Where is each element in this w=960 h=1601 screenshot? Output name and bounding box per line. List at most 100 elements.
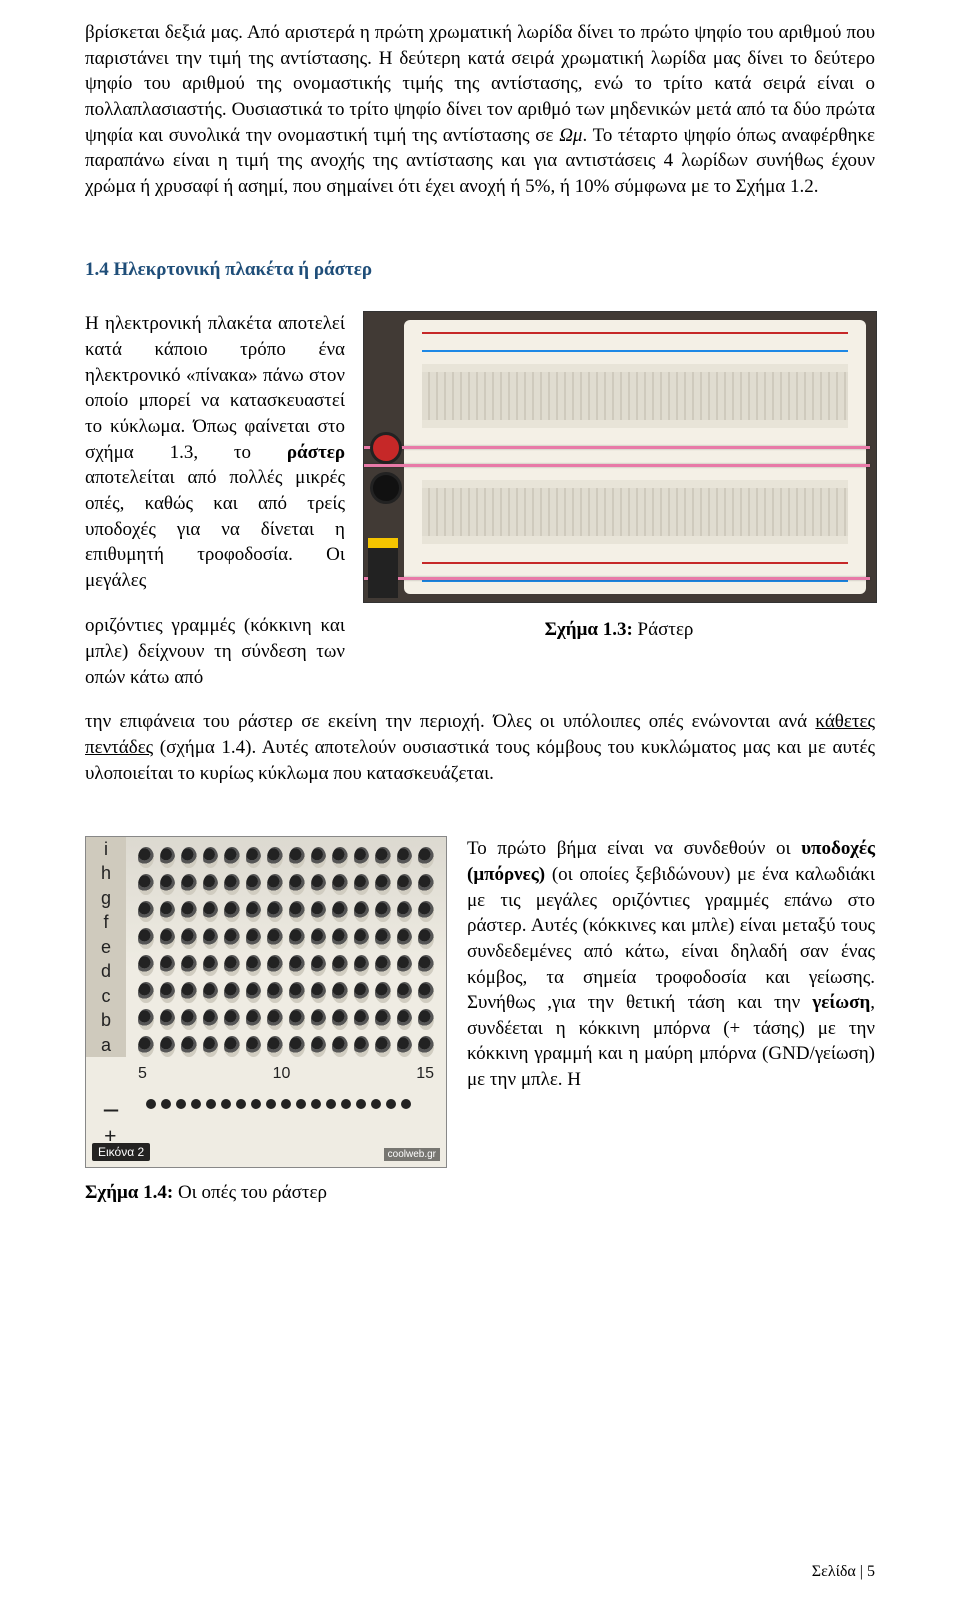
- jumper-wire: [364, 446, 870, 449]
- tie-point-hole: [224, 955, 240, 976]
- right-text-2: (οι οποίες ξεβιδώνουν) με ένα καλωδιάκι …: [467, 864, 875, 1013]
- tie-point-hole: [289, 928, 305, 949]
- tie-point-hole: [224, 982, 240, 1003]
- tie-point-hole: [332, 928, 348, 949]
- tie-point-hole: [332, 1009, 348, 1030]
- tie-point-hole: [289, 1009, 305, 1030]
- row-letter: g: [101, 888, 111, 909]
- figure-1-3-left-text: Η ηλεκτρονική πλακέτα αποτελεί κατά κάπο…: [85, 311, 345, 593]
- tie-point-hole: [181, 1036, 197, 1057]
- tie-point-hole: [354, 874, 370, 895]
- tie-point-hole: [203, 955, 219, 976]
- tie-point-hole: [160, 1036, 176, 1057]
- intro-unit: Ωμ: [559, 125, 582, 146]
- bus-hole: [221, 1099, 231, 1109]
- tie-point-hole: [203, 847, 219, 868]
- figure-1-3-row: Η ηλεκτρονική πλακέτα αποτελεί κατά κάπο…: [85, 311, 875, 603]
- tie-point-hole: [375, 847, 391, 868]
- bus-hole: [191, 1099, 201, 1109]
- tie-point-hole: [138, 1036, 154, 1057]
- tie-point-hole: [181, 955, 197, 976]
- tie-point-hole: [267, 1036, 283, 1057]
- figure-1-4-row: i h g f e d c b a 5 10 15 – +: [85, 836, 875, 1204]
- tie-point-hole: [246, 901, 262, 922]
- page-footer: Σελίδα | 5: [812, 1563, 875, 1581]
- tie-point-hole: [332, 955, 348, 976]
- row-letter: f: [103, 912, 108, 933]
- binding-post-red: [370, 432, 402, 464]
- intro-paragraph: βρίσκεται δεξιά μας. Από αριστερά η πρώτ…: [85, 20, 875, 199]
- tie-point-hole: [418, 928, 434, 949]
- tie-point-hole: [181, 874, 197, 895]
- tie-point-hole: [375, 928, 391, 949]
- tie-point-hole: [375, 1036, 391, 1057]
- bus-hole: [401, 1099, 411, 1109]
- power-rail-red: [422, 332, 847, 334]
- figure-1-4-caption: Σχήμα 1.4: Οι οπές του ράστερ: [85, 1182, 447, 1204]
- breadboard-figure: [363, 311, 877, 603]
- breadboard-body: [404, 320, 866, 594]
- bus-hole: [386, 1099, 396, 1109]
- tie-point-hole: [397, 901, 413, 922]
- tie-point-hole: [332, 874, 348, 895]
- bus-strip: [96, 1099, 436, 1115]
- figure-1-3-caption-row: οριζόντιες γραμμές (κόκκινη και μπλε) δε…: [85, 613, 875, 690]
- figure-1-3-label: Σχήμα 1.3:: [545, 619, 633, 640]
- tie-point-hole: [203, 874, 219, 895]
- tie-point-hole: [138, 847, 154, 868]
- tie-point-hole: [160, 847, 176, 868]
- tie-point-hole: [375, 955, 391, 976]
- tie-point-hole: [418, 982, 434, 1003]
- tie-point-hole: [246, 1009, 262, 1030]
- tie-point-hole: [267, 928, 283, 949]
- tie-point-hole: [138, 982, 154, 1003]
- tie-point-hole: [397, 928, 413, 949]
- figure-1-4-wrap: i h g f e d c b a 5 10 15 – +: [85, 836, 447, 1204]
- tie-point-hole: [224, 874, 240, 895]
- bus-hole: [371, 1099, 381, 1109]
- power-rail-blue: [422, 580, 847, 582]
- tie-point-hole: [224, 1036, 240, 1057]
- row-letter: c: [102, 986, 111, 1007]
- right-text-bold-2: γείωση: [812, 992, 870, 1013]
- tie-point-hole: [224, 901, 240, 922]
- figure-1-3-image-wrap: [363, 311, 875, 603]
- tie-point-hole: [397, 847, 413, 868]
- tie-point-hole: [160, 928, 176, 949]
- tie-point-hole: [332, 901, 348, 922]
- tie-point-hole: [375, 901, 391, 922]
- tie-point-hole: [181, 1009, 197, 1030]
- breadboard-detail-figure: i h g f e d c b a 5 10 15 – +: [85, 836, 447, 1168]
- tie-point-hole: [138, 874, 154, 895]
- tie-point-hole: [246, 874, 262, 895]
- figure-1-4-title: Οι οπές του ράστερ: [173, 1182, 327, 1203]
- bus-hole: [146, 1099, 156, 1109]
- bus-hole: [311, 1099, 321, 1109]
- row-letter: h: [101, 863, 111, 884]
- tie-point-hole: [354, 982, 370, 1003]
- tie-point-hole: [138, 955, 154, 976]
- power-rail-blue: [422, 350, 847, 352]
- tie-point-hole: [160, 901, 176, 922]
- after-img-2: (σχήμα 1.4). Αυτές αποτελούν ουσιαστικά …: [85, 737, 875, 784]
- tie-point-hole: [418, 847, 434, 868]
- hole-grid: [132, 841, 440, 1063]
- bus-hole: [296, 1099, 306, 1109]
- bus-hole: [161, 1099, 171, 1109]
- tie-point-hole: [332, 982, 348, 1003]
- bus-hole: [341, 1099, 351, 1109]
- tie-point-hole: [181, 928, 197, 949]
- tie-point-hole: [181, 982, 197, 1003]
- after-figure-paragraph: την επιφάνεια του ράστερ σε εκείνη την π…: [85, 709, 875, 786]
- image-watermark: coolweb.gr: [384, 1148, 440, 1161]
- col-number: 10: [273, 1065, 291, 1083]
- left-para-2: αποτελείται από πολλές μικρές οπές, καθώ…: [85, 467, 345, 591]
- tie-point-hole: [397, 955, 413, 976]
- jumper-wire: [364, 464, 870, 467]
- tie-point-hole: [267, 1009, 283, 1030]
- tie-point-hole: [160, 982, 176, 1003]
- tie-point-hole: [311, 901, 327, 922]
- tie-point-hole: [418, 874, 434, 895]
- tie-point-hole: [354, 1036, 370, 1057]
- tie-point-hole: [354, 1009, 370, 1030]
